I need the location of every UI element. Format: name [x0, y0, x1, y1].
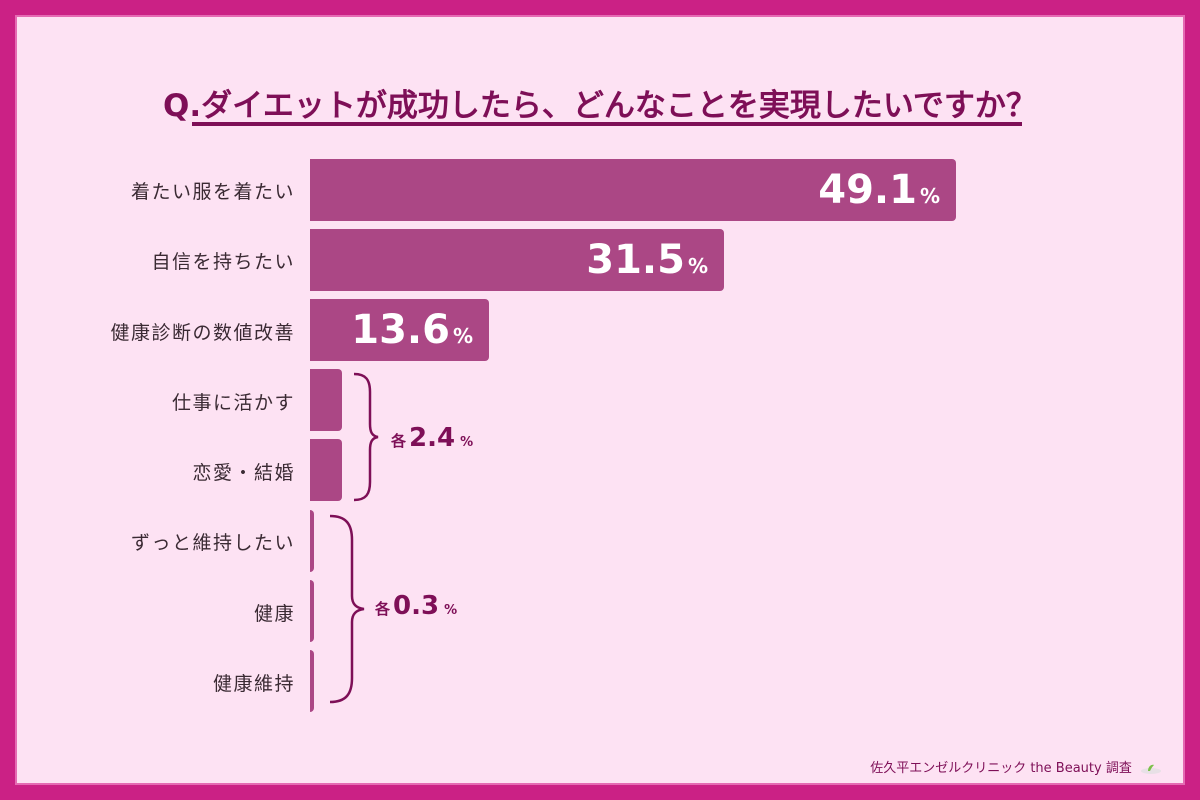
group-label-0-3: 各 0.3%: [375, 591, 458, 621]
clinic-logo-icon: [1141, 764, 1161, 774]
bar-row-3: [310, 369, 342, 431]
row-label: 健康維持: [212, 673, 295, 695]
bar-row-5: [310, 510, 314, 572]
brace-icon: [353, 372, 379, 502]
row-label: 健康: [253, 603, 295, 625]
bar-row-2: 13.6%: [310, 299, 489, 361]
bar-row-4: [310, 439, 342, 501]
brace-icon: [329, 514, 365, 704]
chart-title: Q.ダイエットが成功したら、どんなことを実現したいですか？: [163, 88, 1037, 124]
row-label: 恋愛・結婚: [192, 462, 295, 484]
bar-row-0: 49.1%: [310, 159, 956, 221]
bar-row-1: 31.5%: [310, 229, 724, 291]
bar-row-6: [310, 580, 314, 642]
bar-value: 31.5%: [586, 237, 708, 283]
bar-value: 13.6%: [351, 307, 473, 353]
row-label: 仕事に活かす: [171, 392, 295, 414]
bar-row-7: [310, 650, 314, 712]
group-label-2-4: 各 2.4%: [391, 423, 474, 453]
title-underline: [192, 122, 1022, 126]
row-label: 自信を持ちたい: [151, 251, 295, 273]
row-label: 着たい服を着たい: [130, 181, 295, 203]
source-credit: 佐久平エンゼルクリニック the Beauty 調査: [870, 757, 1162, 776]
chart-frame: [15, 15, 1185, 785]
row-label: 健康診断の数値改善: [110, 322, 295, 344]
row-label: ずっと維持したい: [130, 532, 295, 554]
bar-value: 49.1%: [818, 167, 940, 213]
